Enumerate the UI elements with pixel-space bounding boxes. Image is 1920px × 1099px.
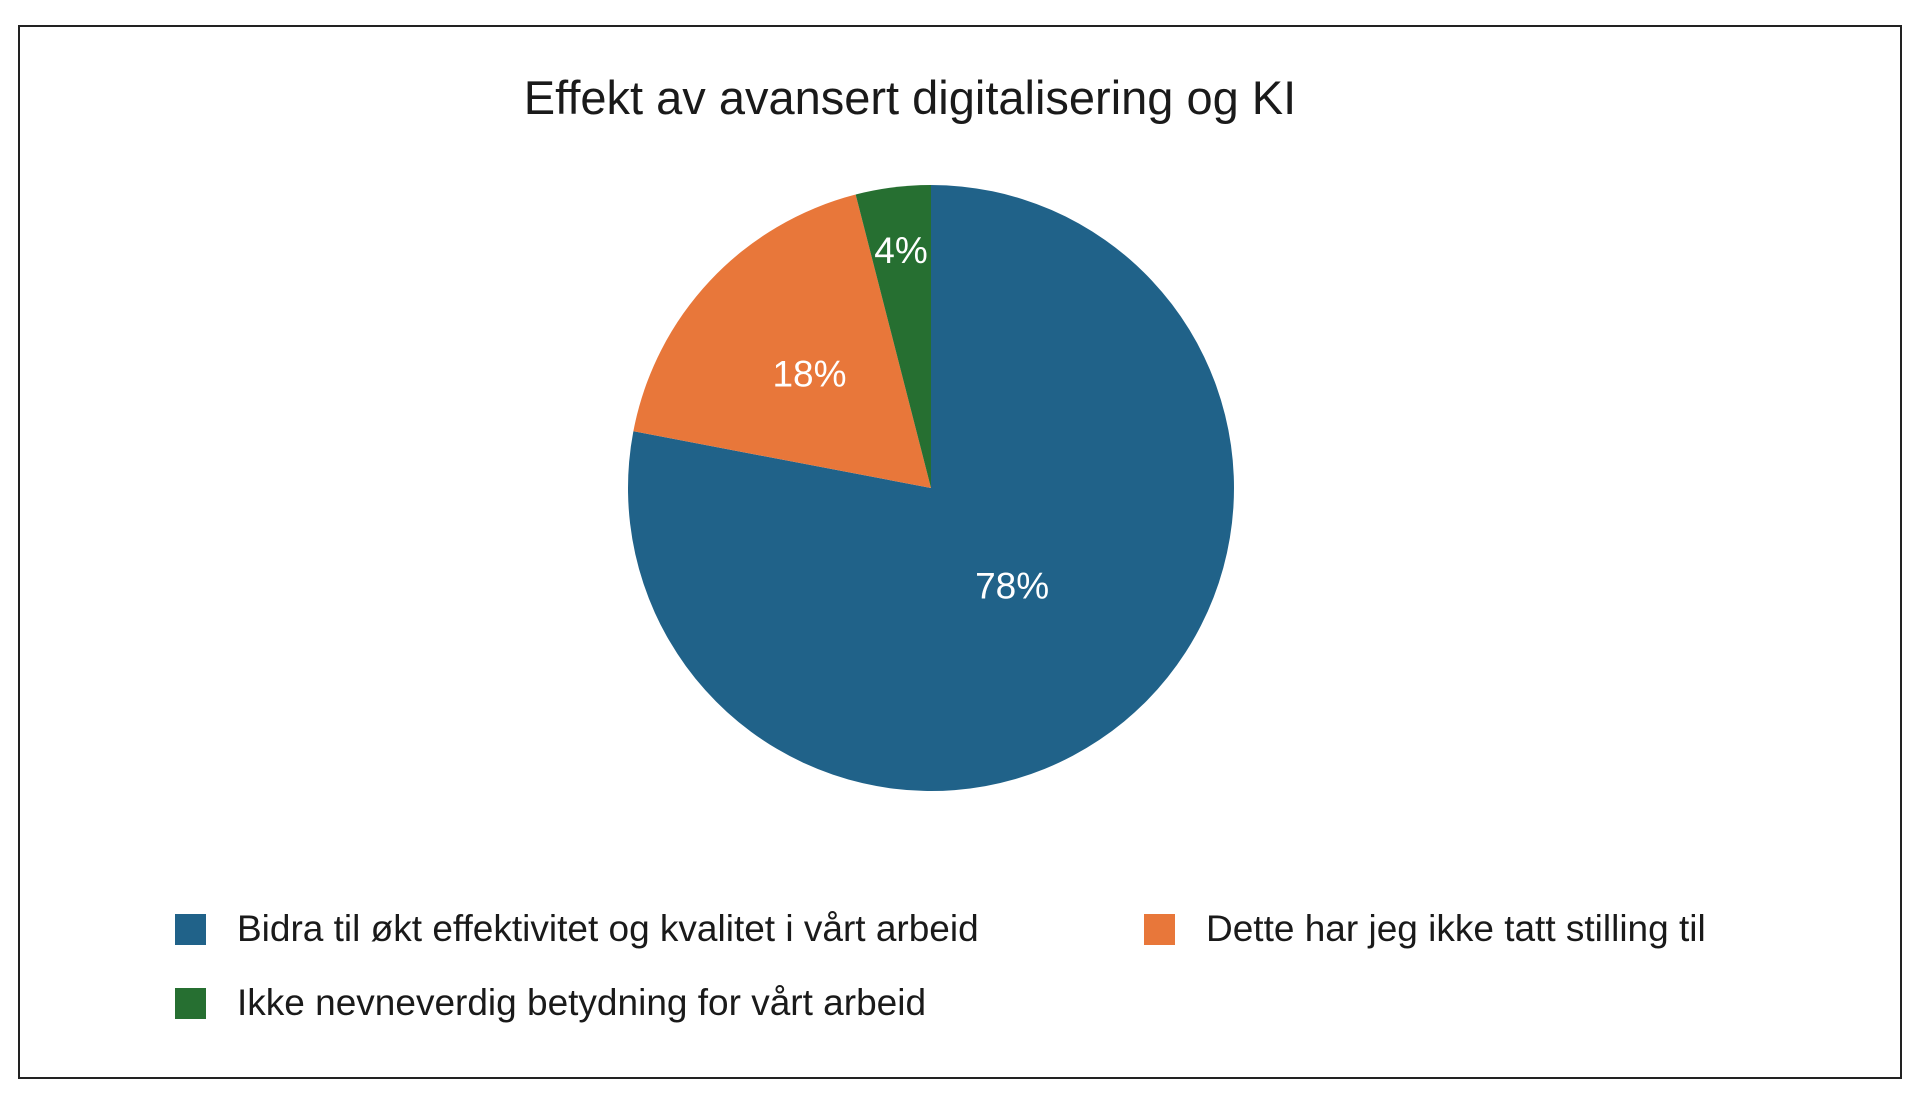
data-label-ikke-nevneverdig: 4% xyxy=(874,230,927,271)
legend-swatch-ikke-tatt-stilling xyxy=(1144,913,1175,945)
pie-slices xyxy=(628,185,1235,791)
legend-item-ikke-tatt-stilling: Dette har jeg ikke tatt stilling til xyxy=(1144,908,1706,950)
pie-slice-ikke-tatt-stilling xyxy=(633,194,931,489)
chart-title: Effekt av avansert digitalisering og KI xyxy=(523,71,1297,124)
legend-swatch-effektivitet xyxy=(175,913,206,945)
data-label-ikke-tatt-stilling: 18% xyxy=(772,353,846,394)
legend-label-effektivitet: Bidra til økt effektivitet og kvalitet i… xyxy=(237,908,979,949)
pie-slice-effektivitet xyxy=(628,185,1235,791)
legend-item-ikke-nevneverdig: Ikke nevneverdig betydning for vårt arbe… xyxy=(175,982,926,1024)
data-label-effektivitet: 78% xyxy=(975,566,1049,607)
pie-slice-ikke-nevneverdig xyxy=(855,185,931,488)
legend-item-effektivitet: Bidra til økt effektivitet og kvalitet i… xyxy=(175,908,979,950)
pie-labels: 78% 18% 4% xyxy=(772,230,1049,607)
legend-swatch-ikke-nevneverdig xyxy=(175,987,206,1019)
legend-label-ikke-nevneverdig: Ikke nevneverdig betydning for vårt arbe… xyxy=(237,982,927,1023)
legend-label-ikke-tatt-stilling: Dette har jeg ikke tatt stilling til xyxy=(1206,908,1706,949)
